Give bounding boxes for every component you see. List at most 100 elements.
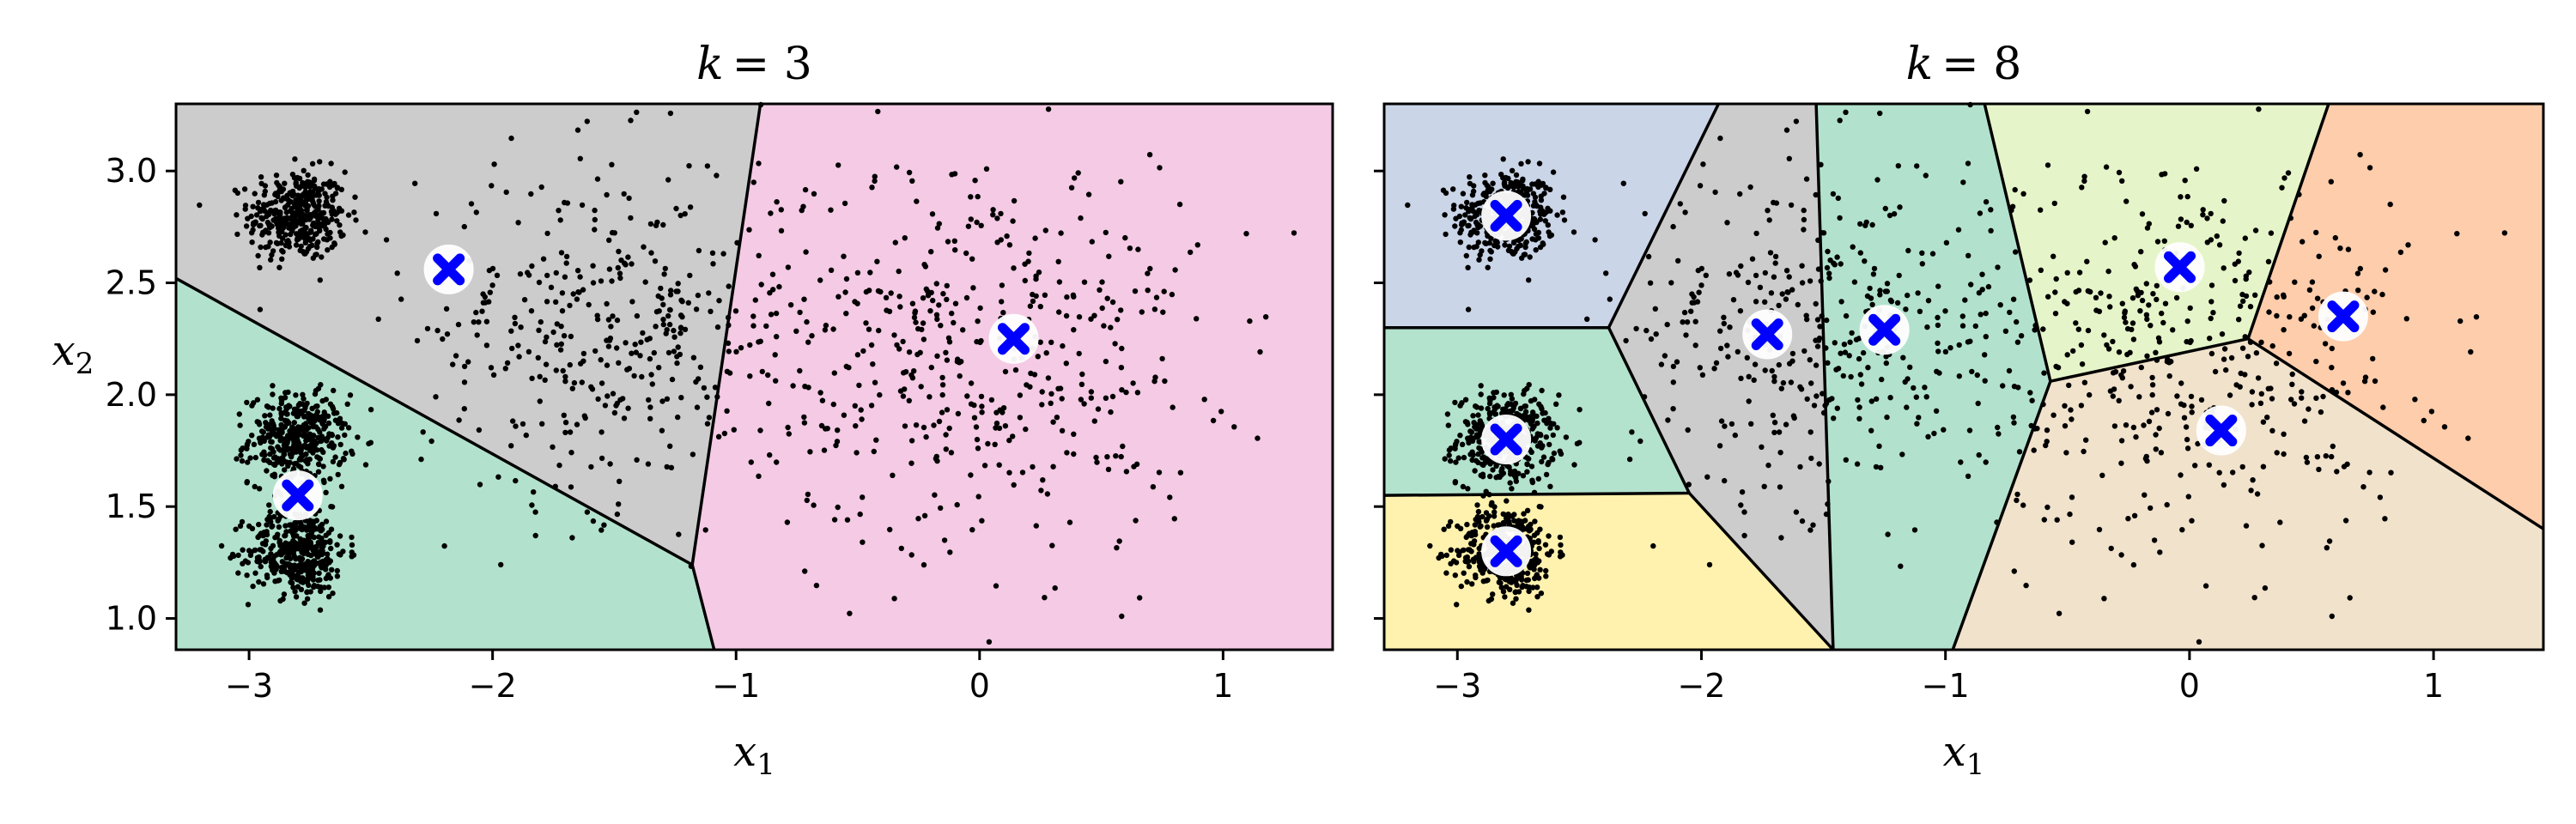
data-point: [805, 491, 811, 498]
data-point: [309, 242, 315, 248]
data-point: [908, 438, 915, 444]
data-point: [2405, 242, 2411, 248]
data-point: [909, 300, 916, 306]
data-point: [2313, 395, 2319, 401]
data-point: [1737, 308, 1744, 314]
data-point: [301, 428, 307, 434]
data-point: [2324, 545, 2330, 551]
data-point: [1201, 397, 1207, 403]
data-point: [1765, 462, 1771, 469]
data-point: [428, 438, 434, 445]
data-point: [2292, 279, 2298, 285]
data-point: [2129, 295, 2136, 301]
data-point: [1807, 429, 1814, 435]
data-point: [2154, 282, 2160, 289]
data-point: [2221, 265, 2227, 271]
data-point: [756, 339, 762, 345]
data-point: [324, 181, 330, 187]
data-point: [671, 334, 677, 340]
data-point: [276, 524, 283, 530]
data-point: [941, 537, 948, 543]
data-point: [1528, 420, 1534, 426]
data-point: [1119, 345, 1125, 352]
data-point: [544, 334, 550, 340]
data-point: [1479, 472, 1485, 478]
data-point: [960, 327, 966, 333]
data-point: [2372, 288, 2378, 294]
data-point: [266, 513, 272, 520]
data-point: [2010, 414, 2017, 421]
data-point: [999, 299, 1005, 305]
data-point: [299, 563, 305, 570]
data-point: [1506, 184, 1512, 190]
data-point: [969, 527, 975, 533]
data-point: [712, 385, 719, 391]
data-point: [235, 570, 241, 576]
data-point: [2246, 270, 2252, 276]
data-point: [2023, 582, 2029, 589]
data-point: [677, 212, 683, 219]
data-point: [322, 412, 329, 418]
data-point: [1522, 403, 1529, 409]
data-point: [2078, 403, 2085, 409]
data-point: [1487, 247, 1493, 254]
data-point: [1680, 319, 1686, 325]
data-point: [1922, 385, 1928, 391]
data-point: [420, 429, 426, 435]
data-point: [1495, 522, 1501, 528]
data-point: [274, 179, 280, 186]
data-point: [1529, 426, 1536, 432]
data-point: [271, 513, 277, 520]
data-point: [949, 310, 955, 317]
data-point: [1526, 382, 1532, 388]
data-point: [928, 364, 935, 371]
data-point: [2154, 296, 2160, 303]
data-point: [335, 434, 341, 440]
data-point: [311, 534, 317, 541]
data-point: [1058, 230, 1064, 236]
data-point: [1523, 577, 1530, 584]
data-point: [1490, 180, 1496, 186]
data-point: [529, 502, 535, 508]
data-point: [1095, 406, 1102, 412]
data-point: [295, 569, 301, 576]
data-point: [1897, 204, 1903, 210]
data-point: [1698, 282, 1704, 288]
data-point: [1504, 498, 1510, 504]
data-point: [1721, 320, 1728, 327]
data-point: [1076, 314, 1083, 320]
data-point: [1489, 500, 1495, 506]
data-point: [928, 249, 934, 255]
data-point: [311, 584, 317, 591]
x-tick-label: −3: [1433, 667, 1481, 705]
data-point: [268, 563, 275, 569]
data-point: [1054, 415, 1060, 421]
data-point: [2110, 338, 2116, 345]
data-point: [2257, 400, 2264, 406]
data-point: [1697, 365, 1704, 371]
data-point: [1444, 411, 1451, 417]
data-point: [1692, 342, 1698, 348]
data-point: [1526, 607, 1532, 613]
data-point: [2189, 403, 2195, 409]
x-tick-label: −1: [1922, 667, 1970, 705]
data-point: [297, 184, 304, 190]
data-point: [1810, 522, 1816, 528]
data-point: [272, 579, 278, 585]
data-point: [1883, 354, 1889, 360]
data-point: [295, 174, 301, 181]
data-point: [2181, 415, 2188, 421]
data-point: [1064, 450, 1070, 456]
data-point: [1455, 548, 1461, 554]
data-point: [320, 477, 327, 483]
data-point: [1508, 391, 1515, 397]
data-point: [952, 247, 958, 253]
data-point: [1902, 379, 1908, 385]
data-point: [1607, 296, 1613, 302]
data-point: [2075, 326, 2081, 332]
data-point: [284, 544, 290, 551]
data-point: [299, 218, 306, 224]
data-point: [337, 222, 343, 228]
data-point: [979, 409, 985, 415]
data-point: [631, 373, 637, 379]
